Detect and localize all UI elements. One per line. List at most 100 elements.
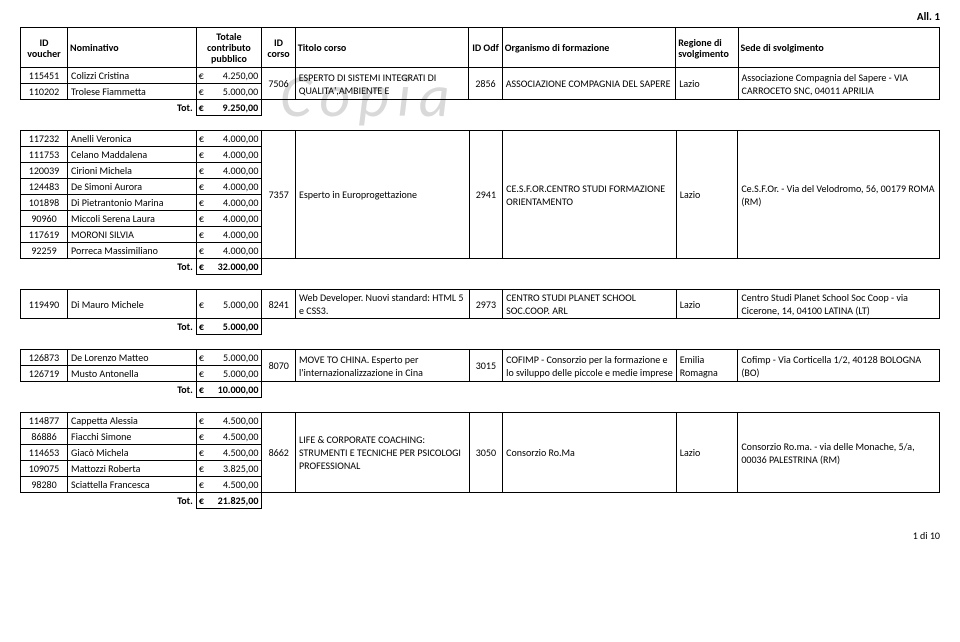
total-value: 5.000,00 <box>208 319 262 335</box>
cell-nominativo: Sciattella Francesca <box>68 477 197 493</box>
total-label: Tot. <box>68 259 197 275</box>
cell-id-corso: 8241 <box>262 290 296 319</box>
cell-sede: Associazione Compagnia del Sapere - VIA … <box>738 68 939 100</box>
cell-currency: € <box>196 290 208 319</box>
cell-id-voucher: 117619 <box>21 227 68 243</box>
cell-sede: Cofimp - Via Corticella 1/2, 40128 BOLOG… <box>738 350 940 382</box>
cell-currency: € <box>196 445 208 461</box>
cell-currency: € <box>196 195 208 211</box>
cell-id-corso: 8662 <box>262 413 296 493</box>
cell-nominativo: Anelli Veronica <box>68 131 197 147</box>
cell-nominativo: Porreca Massimiliano <box>68 243 197 259</box>
cell-id-voucher: 124483 <box>21 179 68 195</box>
cell-currency: € <box>196 84 208 100</box>
cell-id-voucher: 92259 <box>21 243 68 259</box>
total-currency: € <box>196 259 208 275</box>
cell-nominativo: Di Mauro Michele <box>68 290 197 319</box>
cell-importo: 4.000,00 <box>208 163 262 179</box>
cell-regione: Emilia Romagna <box>676 350 738 382</box>
total-row: Tot. € 10.000,00 <box>21 382 940 398</box>
total-value: 9.250,00 <box>208 100 262 116</box>
cell-sede: Ce.S.F.Or. - Via del Velodromo, 56, 0017… <box>738 131 940 259</box>
cell-id-voucher: 114877 <box>21 413 68 429</box>
total-currency: € <box>196 319 208 335</box>
cell-titolo: Web Developer. Nuovi standard: HTML 5 e … <box>296 290 470 319</box>
table-row: 115451 Colizzi Cristina € 4.250,00 7506 … <box>21 68 940 84</box>
cell-nominativo: MORONI SILVIA <box>68 227 197 243</box>
cell-importo: 5.000,00 <box>208 350 262 366</box>
cell-importo: 4.500,00 <box>208 429 262 445</box>
total-row: Tot. € 21.825,00 <box>21 493 940 509</box>
cell-currency: € <box>196 68 208 84</box>
cell-id-voucher: 98280 <box>21 477 68 493</box>
cell-currency: € <box>196 179 208 195</box>
total-value: 10.000,00 <box>208 382 262 398</box>
cell-id-voucher: 109075 <box>21 461 68 477</box>
cell-importo: 4.500,00 <box>208 445 262 461</box>
cell-titolo: MOVE TO CHINA. Esperto per l'internazion… <box>296 350 470 382</box>
cell-organismo: COFIMP - Consorzio per la formazione e l… <box>503 350 677 382</box>
cell-id-voucher: 119490 <box>21 290 68 319</box>
cell-currency: € <box>196 366 208 382</box>
voucher-table: 114877 Cappetta Alessia € 4.500,00 8662 … <box>20 412 940 509</box>
total-label: Tot. <box>68 319 197 335</box>
cell-currency: € <box>196 131 208 147</box>
cell-nominativo: Celano Maddalena <box>68 147 197 163</box>
cell-id-voucher: 110202 <box>21 84 68 100</box>
total-row: Tot. € 5.000,00 <box>21 319 940 335</box>
cell-id-voucher: 111753 <box>21 147 68 163</box>
cell-id-odf: 2941 <box>469 131 503 259</box>
cell-importo: 5.000,00 <box>208 290 262 319</box>
cell-organismo: Consorzio Ro.Ma <box>503 413 677 493</box>
cell-nominativo: Mattozzi Roberta <box>68 461 197 477</box>
page-footer: 1 di 10 <box>20 529 940 542</box>
cell-regione: Lazio <box>676 413 738 493</box>
cell-nominativo: Cappetta Alessia <box>68 413 197 429</box>
cell-titolo: Esperto in Europrogettazione <box>296 131 470 259</box>
voucher-table: ID voucher Nominativo Totale contributo … <box>20 27 940 116</box>
total-row: Tot. € 9.250,00 <box>21 100 940 116</box>
cell-sede: Consorzio Ro.ma. - via delle Monache, 5/… <box>738 413 940 493</box>
cell-importo: 4.250,00 <box>208 68 262 84</box>
cell-currency: € <box>196 211 208 227</box>
cell-currency: € <box>196 147 208 163</box>
th-titolo: Titolo corso <box>295 28 468 68</box>
cell-currency: € <box>196 461 208 477</box>
cell-nominativo: Miccoli Serena Laura <box>68 211 197 227</box>
cell-currency: € <box>196 413 208 429</box>
total-label: Tot. <box>68 493 197 509</box>
cell-importo: 4.000,00 <box>208 131 262 147</box>
cell-id-odf: 3015 <box>469 350 503 382</box>
voucher-table: 117232 Anelli Veronica € 4.000,00 7357 E… <box>20 130 940 275</box>
cell-importo: 4.000,00 <box>208 195 262 211</box>
total-currency: € <box>196 382 208 398</box>
cell-id-voucher: 120039 <box>21 163 68 179</box>
th-id-corso: ID corso <box>262 28 296 68</box>
cell-importo: 4.500,00 <box>208 413 262 429</box>
table-row: 126873 De Lorenzo Matteo € 5.000,00 8070… <box>21 350 940 366</box>
cell-id-odf: 2856 <box>469 68 503 100</box>
total-label: Tot. <box>68 382 197 398</box>
cell-id-voucher: 117232 <box>21 131 68 147</box>
table-row: 119490 Di Mauro Michele € 5.000,00 8241 … <box>21 290 940 319</box>
cell-currency: € <box>196 227 208 243</box>
th-sede: Sede di svolgimento <box>738 28 939 68</box>
cell-titolo: LIFE & CORPORATE COACHING: STRUMENTI E T… <box>296 413 470 493</box>
total-currency: € <box>196 493 208 509</box>
total-label: Tot. <box>67 100 196 116</box>
cell-sede: Centro Studi Planet School Soc Coop - vi… <box>738 290 940 319</box>
cell-id-odf: 3050 <box>469 413 503 493</box>
th-organismo: Organismo di formazione <box>502 28 675 68</box>
voucher-table: 119490 Di Mauro Michele € 5.000,00 8241 … <box>20 289 940 335</box>
cell-id-voucher: 126719 <box>21 366 68 382</box>
total-row: Tot. € 32.000,00 <box>21 259 940 275</box>
cell-id-corso: 8070 <box>262 350 296 382</box>
cell-importo: 5.000,00 <box>208 84 262 100</box>
cell-id-voucher: 90960 <box>21 211 68 227</box>
cell-id-voucher: 114653 <box>21 445 68 461</box>
cell-currency: € <box>196 477 208 493</box>
cell-regione: Lazio <box>676 290 738 319</box>
th-regione: Regione di svolgimento <box>676 28 738 68</box>
header-row: ID voucher Nominativo Totale contributo … <box>21 28 940 68</box>
cell-currency: € <box>196 350 208 366</box>
